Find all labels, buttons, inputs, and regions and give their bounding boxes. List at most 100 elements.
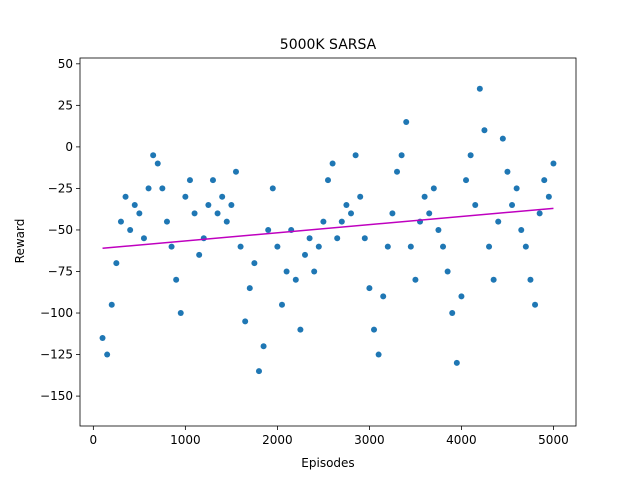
scatter-point — [532, 301, 539, 308]
scatter-point — [122, 193, 129, 200]
scatter-point — [154, 160, 161, 167]
scatter-point — [536, 210, 543, 217]
scatter-point — [283, 268, 290, 275]
scatter-point — [550, 160, 557, 167]
scatter-point — [513, 185, 520, 192]
scatter-point — [430, 185, 437, 192]
scatter-point — [306, 235, 313, 242]
scatter-point — [504, 168, 511, 175]
scatter-point — [444, 268, 451, 275]
scatter-point — [127, 226, 134, 233]
scatter-point — [476, 85, 483, 92]
scatter-point — [334, 235, 341, 242]
scatter-point — [389, 210, 396, 217]
scatter-point — [375, 351, 382, 358]
scatter-point — [196, 251, 203, 258]
scatter-point — [343, 202, 350, 209]
scatter-point — [168, 243, 175, 250]
scatter-point — [177, 310, 184, 317]
scatter-point — [255, 368, 262, 375]
y-tick-label: −100 — [40, 306, 73, 320]
scatter-point — [200, 235, 207, 242]
scatter-point — [380, 293, 387, 300]
scatter-point — [499, 135, 506, 142]
scatter-point — [527, 276, 534, 283]
scatter-point — [384, 243, 391, 250]
scatter-point — [403, 118, 410, 125]
chart-title: 5000K SARSA — [280, 37, 377, 53]
scatter-point — [104, 351, 111, 358]
x-tick-label: 0 — [90, 433, 98, 447]
scatter-point — [412, 276, 419, 283]
scatter-point — [140, 235, 147, 242]
scatter-point — [518, 226, 525, 233]
scatter-point — [311, 268, 318, 275]
scatter-point — [481, 127, 488, 134]
axes-frame — [79, 57, 577, 427]
scatter-point — [440, 243, 447, 250]
scatter-point — [472, 202, 479, 209]
scatter-point — [453, 359, 460, 366]
scatter-point — [145, 185, 152, 192]
y-tick-label: −25 — [48, 181, 73, 195]
scatter-point — [315, 243, 322, 250]
scatter-point — [338, 218, 345, 225]
scatter-point — [278, 301, 285, 308]
scatter-point — [320, 218, 327, 225]
scatter-point — [541, 177, 548, 184]
scatter-point — [214, 210, 221, 217]
x-tick-label: 2000 — [262, 433, 293, 447]
y-tick-label: −150 — [40, 389, 73, 403]
scatter-point — [292, 276, 299, 283]
scatter-point — [265, 226, 272, 233]
scatter-point — [260, 343, 267, 350]
scatter-point — [251, 260, 258, 267]
scatter-point — [242, 318, 249, 325]
scatter-point — [186, 177, 193, 184]
scatter-point — [329, 160, 336, 167]
y-axis-label: Reward — [13, 219, 27, 264]
scatter-point — [113, 260, 120, 267]
scatter-point — [108, 301, 115, 308]
scatter-point — [136, 210, 143, 217]
scatter-point — [173, 276, 180, 283]
scatter-point — [545, 193, 552, 200]
scatter-point — [209, 177, 216, 184]
scatter-point — [490, 276, 497, 283]
scatter-point — [232, 168, 239, 175]
scatter-point — [435, 226, 442, 233]
scatter-point — [467, 152, 474, 159]
scatter-point — [421, 193, 428, 200]
scatter-point — [509, 202, 516, 209]
scatter-point — [159, 185, 166, 192]
y-tick-label: −75 — [48, 264, 73, 278]
scatter-point — [191, 210, 198, 217]
x-tick-label: 3000 — [354, 433, 385, 447]
scatter-point — [131, 202, 138, 209]
scatter-point — [99, 334, 106, 341]
scatter-point — [237, 243, 244, 250]
scatter-point — [458, 293, 465, 300]
scatter-point — [357, 193, 364, 200]
scatter-point — [117, 218, 124, 225]
scatter-point — [522, 243, 529, 250]
scatter-point — [205, 202, 212, 209]
scatter-point — [297, 326, 304, 333]
scatter-point — [348, 210, 355, 217]
y-tick-label: 0 — [65, 140, 73, 154]
plot-area — [99, 85, 557, 375]
x-tick-label: 1000 — [170, 433, 201, 447]
scatter-point — [150, 152, 157, 159]
scatter-point — [269, 185, 276, 192]
trend-line — [102, 207, 554, 249]
scatter-point — [463, 177, 470, 184]
x-axis-label: Episodes — [301, 456, 354, 470]
scatter-point — [325, 177, 331, 184]
y-tick-label: −50 — [48, 223, 73, 237]
scatter-point — [163, 218, 170, 225]
scatter-point — [361, 235, 368, 242]
y-tick-label: 25 — [58, 98, 73, 112]
scatter-point — [219, 193, 226, 200]
scatter-point — [301, 251, 308, 258]
